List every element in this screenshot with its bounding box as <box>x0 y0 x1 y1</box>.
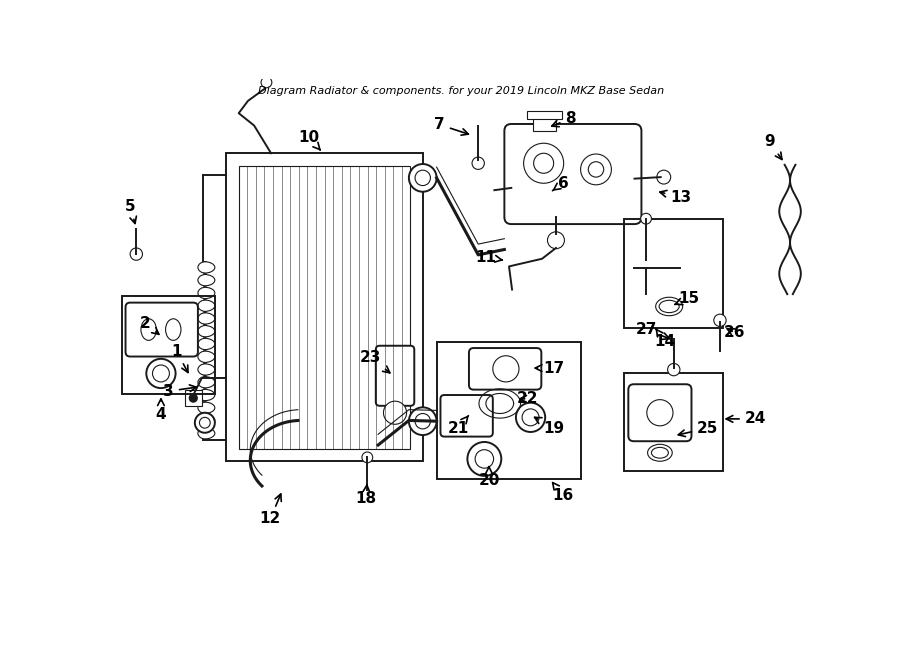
Text: 5: 5 <box>125 199 137 223</box>
Circle shape <box>668 364 680 375</box>
Bar <box>533 117 556 131</box>
Text: 8: 8 <box>552 111 576 127</box>
Circle shape <box>362 452 373 463</box>
Circle shape <box>147 359 176 388</box>
Circle shape <box>415 170 430 186</box>
Text: 9: 9 <box>764 134 782 159</box>
Text: 26: 26 <box>724 325 745 340</box>
Text: 3: 3 <box>163 383 196 399</box>
Text: 27: 27 <box>635 322 670 339</box>
Circle shape <box>261 77 272 88</box>
Bar <box>526 111 562 118</box>
Circle shape <box>130 248 142 260</box>
Circle shape <box>152 365 169 382</box>
Text: 10: 10 <box>298 130 320 150</box>
Text: 11: 11 <box>475 250 502 264</box>
Text: 24: 24 <box>726 411 766 426</box>
Circle shape <box>657 170 670 184</box>
Circle shape <box>409 407 436 435</box>
Circle shape <box>189 393 198 403</box>
Bar <box>436 342 581 479</box>
Circle shape <box>200 417 211 428</box>
Circle shape <box>415 414 430 429</box>
Text: 18: 18 <box>356 485 376 506</box>
Text: 21: 21 <box>447 416 469 436</box>
Circle shape <box>467 442 501 476</box>
Circle shape <box>589 162 604 177</box>
Text: 7: 7 <box>435 117 468 136</box>
Circle shape <box>516 403 545 432</box>
Text: 19: 19 <box>535 417 564 436</box>
Bar <box>227 153 423 461</box>
Circle shape <box>522 409 539 426</box>
Bar <box>122 295 215 394</box>
Bar <box>625 219 723 328</box>
Circle shape <box>534 153 554 173</box>
Circle shape <box>383 401 407 424</box>
Circle shape <box>647 400 673 426</box>
Text: 17: 17 <box>536 360 564 375</box>
Bar <box>238 165 410 449</box>
Circle shape <box>547 232 564 249</box>
Text: 14: 14 <box>654 329 676 350</box>
Circle shape <box>641 214 652 224</box>
Circle shape <box>194 412 215 433</box>
Text: 23: 23 <box>360 350 390 373</box>
Text: 12: 12 <box>260 494 282 527</box>
FancyBboxPatch shape <box>504 124 642 224</box>
Text: 2: 2 <box>140 316 159 334</box>
Text: 15: 15 <box>675 292 699 306</box>
Circle shape <box>580 154 611 185</box>
Circle shape <box>472 157 484 169</box>
Text: 6: 6 <box>553 176 568 191</box>
Text: 22: 22 <box>517 391 538 407</box>
Circle shape <box>409 164 436 192</box>
FancyBboxPatch shape <box>440 395 493 437</box>
Text: 16: 16 <box>553 483 573 504</box>
Bar <box>625 373 723 471</box>
FancyBboxPatch shape <box>376 346 414 406</box>
FancyBboxPatch shape <box>125 303 198 356</box>
Circle shape <box>714 314 726 327</box>
Text: 25: 25 <box>679 420 718 436</box>
Text: Diagram Radiator & components. for your 2019 Lincoln MKZ Base Sedan: Diagram Radiator & components. for your … <box>258 86 664 97</box>
Circle shape <box>493 356 519 382</box>
Text: 13: 13 <box>660 190 691 205</box>
FancyBboxPatch shape <box>628 384 691 442</box>
Text: 4: 4 <box>156 399 166 422</box>
Text: 1: 1 <box>171 344 188 372</box>
Circle shape <box>475 449 493 468</box>
FancyBboxPatch shape <box>469 348 541 389</box>
Bar <box>184 391 202 406</box>
Circle shape <box>524 143 563 183</box>
Text: 20: 20 <box>478 467 500 488</box>
